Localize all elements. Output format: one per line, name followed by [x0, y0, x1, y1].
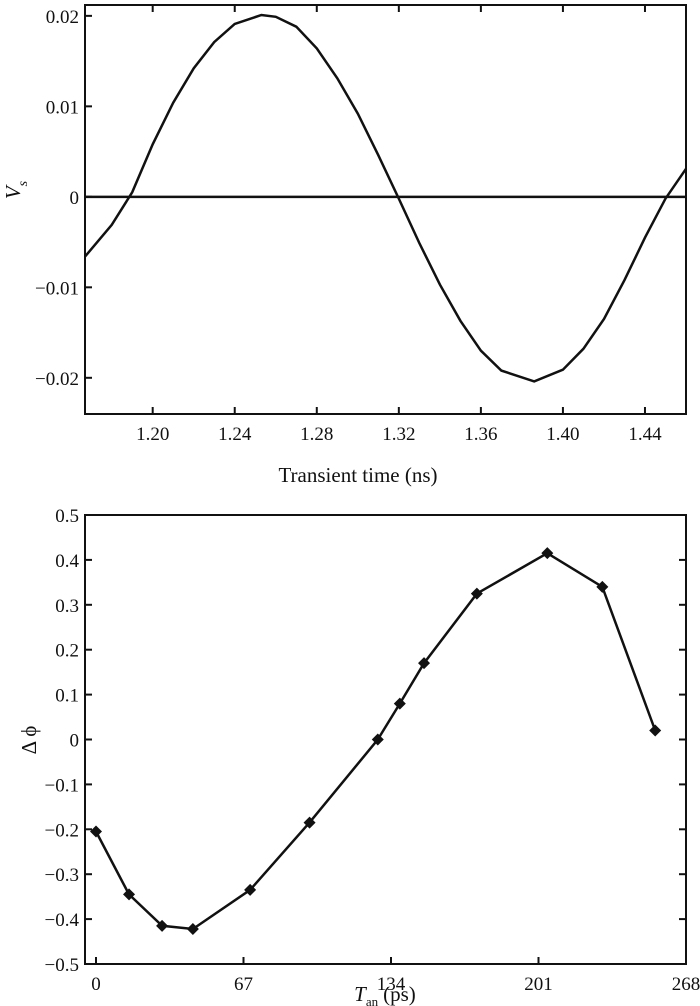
transient-chart: 1.20 1.24 1.28 1.32 1.36 1.40 1.44 0.02 0.01 0 −0… [1, 4, 688, 487]
y-tick-label: 0.1 [55, 686, 79, 707]
data-point-marker [371, 733, 384, 746]
x-tick-label: 1.44 [628, 424, 662, 445]
data-point-marker [596, 580, 609, 593]
data-point-marker [418, 657, 431, 670]
data-point-marker [186, 922, 199, 935]
chart2-y-ticks: 0.5 0.4 0.3 0.2 0.1 0 −0.1 −0.2 −0.3 −0.4 −0.5 [45, 506, 686, 976]
chart2-x-axis-label: Tan (ps) [354, 982, 416, 1006]
x-tick-label: 1.32 [382, 424, 415, 445]
chart1-series-line [84, 13, 688, 383]
chart1-y-axis-label: Vs [1, 180, 31, 199]
y-tick-label: −0.2 [45, 820, 79, 841]
y-tick-label: −0.01 [35, 278, 79, 299]
y-tick-label: −0.4 [45, 910, 80, 931]
x-tick-label: 1.20 [136, 424, 169, 445]
x-tick-label: 201 [524, 974, 553, 995]
chart1-y-ticks: 0.02 0.01 0 −0.01 −0.02 [35, 7, 92, 390]
y-tick-label: −0.02 [35, 369, 79, 390]
y-tick-label: 0.2 [55, 641, 79, 662]
data-point-marker [393, 697, 406, 710]
svg-text:Vs: Vs [1, 180, 31, 199]
y-tick-label: 0.02 [46, 7, 79, 28]
svg-text:Δ ϕ: Δ ϕ [17, 726, 41, 755]
x-tick-label: 1.36 [464, 424, 497, 445]
y-tick-label: 0.4 [55, 551, 79, 572]
x-tick-label: 268 [672, 974, 700, 995]
data-point-marker [90, 825, 103, 838]
x-tick-label: 67 [234, 974, 253, 995]
y-tick-label: 0.3 [55, 596, 79, 617]
chart2-y-axis-label: Δ ϕ [17, 726, 41, 755]
x-tick-label: 1.24 [218, 424, 252, 445]
chart2-markers [90, 547, 662, 935]
phase-chart: 0 67 134 201 268 0.5 0.4 0.3 0.2 0.1 0 −0.1 −0.2 −0.… [17, 506, 700, 1006]
x-tick-label: 134 [377, 974, 406, 995]
x-tick-label: 0 [91, 974, 101, 995]
data-point-marker [244, 883, 257, 896]
data-point-marker [156, 919, 169, 932]
chart1-x-axis-label: Transient time (ns) [278, 463, 437, 487]
chart1-x-ticks: 1.20 1.24 1.28 1.32 1.36 1.40 1.44 [136, 5, 662, 445]
data-point-marker [303, 816, 316, 829]
y-tick-label: −0.5 [45, 955, 79, 976]
x-tick-label: 1.40 [546, 424, 579, 445]
x-tick-label: 1.28 [300, 424, 333, 445]
y-tick-label: −0.1 [45, 775, 79, 796]
data-point-marker [649, 724, 662, 737]
chart2-x-ticks: 0 67 134 201 268 [91, 957, 700, 995]
y-tick-label: 0 [70, 731, 80, 752]
y-tick-label: 0.5 [55, 506, 79, 527]
y-tick-label: −0.3 [45, 865, 79, 886]
data-point-marker [470, 587, 483, 600]
data-point-marker [541, 547, 554, 560]
chart1-frame [84, 4, 687, 415]
y-tick-label: 0 [70, 188, 80, 209]
data-point-marker [123, 888, 136, 901]
y-tick-label: 0.01 [46, 97, 79, 118]
